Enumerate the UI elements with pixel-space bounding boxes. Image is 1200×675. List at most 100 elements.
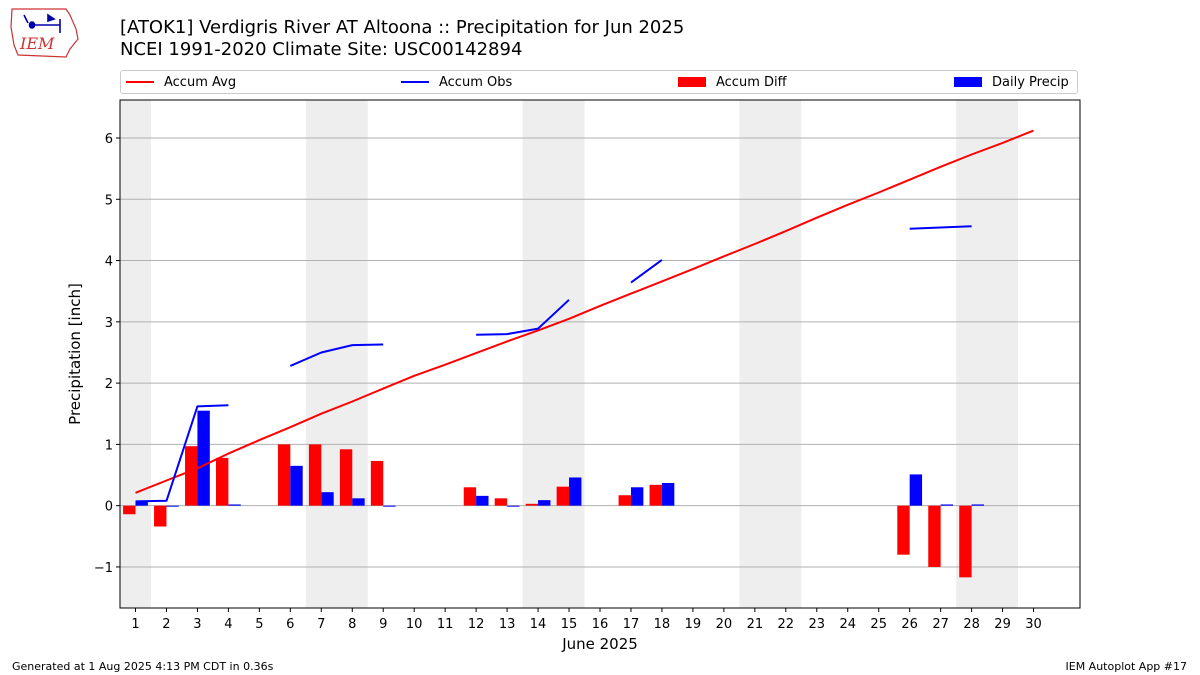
- daily-precip-bar-day-4: [228, 504, 241, 506]
- daily-precip-bar-day-7: [321, 492, 334, 506]
- accum-diff-bar-day-14: [525, 503, 539, 506]
- x-tick-label: 6: [286, 617, 294, 632]
- accum-diff-bar-day-4: [216, 457, 229, 506]
- daily-precip-bar-day-9: [383, 505, 396, 507]
- y-tick-label: 2: [105, 377, 113, 392]
- accum-diff-bar-day-2: [154, 505, 167, 527]
- x-tick-label: 9: [379, 617, 387, 632]
- accum-diff-bar-day-9: [370, 460, 384, 506]
- iowa-outline-shape: [10, 8, 79, 58]
- x-tick-label: 15: [561, 617, 578, 632]
- x-tick-label: 4: [224, 617, 232, 632]
- x-tick-label: 27: [932, 617, 949, 632]
- accum-avg-line-segment-1: [135, 129, 1034, 494]
- x-tick-label: 25: [870, 617, 887, 632]
- accum-obs-line-segment-4: [630, 259, 663, 284]
- weekend-shading-layer: [120, 100, 1019, 608]
- accum-diff-bar-day-28: [959, 505, 972, 578]
- chart-subtitle: NCEI 1991-2020 Climate Site: USC00142894: [120, 39, 523, 60]
- x-tick-label: 12: [468, 617, 485, 632]
- y-tick-label: 0: [105, 500, 113, 515]
- x-tick-label: 30: [1025, 617, 1042, 632]
- x-tick-label: 17: [623, 617, 640, 632]
- x-tick-label: 24: [839, 617, 856, 632]
- legend-label-accum-obs: Accum Obs: [439, 74, 513, 90]
- x-tick-label: 26: [901, 617, 918, 632]
- x-tick-label: 18: [654, 617, 671, 632]
- daily-precip-bar-day-18: [661, 482, 675, 506]
- daily-precip-bar-day-13: [507, 505, 520, 507]
- daily-precip-bar-day-8: [352, 498, 365, 506]
- legend-item-daily-precip: Daily Precip: [954, 71, 1069, 93]
- x-tick-label: 20: [716, 617, 733, 632]
- daily-precip-bar-day-27: [940, 504, 954, 506]
- legend-swatch-accum-diff: [678, 77, 706, 87]
- accum-obs-line-segment-3: [476, 299, 570, 336]
- chart-title: [ATOK1] Verdigris River AT Altoona :: Pr…: [120, 17, 685, 38]
- legend-item-accum-obs: Accum Obs: [401, 71, 512, 93]
- x-tick-label: 11: [437, 617, 454, 632]
- accum-obs-line-segment-2: [289, 343, 384, 367]
- x-tick-label: 29: [994, 617, 1011, 632]
- weekend-shade-2: [305, 100, 368, 608]
- accum-diff-bar-day-12: [463, 487, 477, 506]
- daily-precip-bar-day-3: [197, 410, 210, 506]
- daily-precip-bar-day-6: [290, 465, 303, 506]
- daily-precip-bar-day-15: [569, 477, 582, 506]
- footer-generated-text: Generated at 1 Aug 2025 4:13 PM CDT in 0…: [12, 660, 274, 673]
- weather-station-icon: [23, 13, 61, 33]
- footer-app-text: IEM Autoplot App #17: [1065, 660, 1188, 673]
- daily-precip-bar-day-1: [135, 501, 148, 506]
- x-tick-label: 22: [778, 617, 795, 632]
- accum-diff-bar-day-13: [494, 498, 508, 506]
- weekend-shade-3: [522, 100, 585, 608]
- x-tick-label: 10: [406, 617, 423, 632]
- legend: Accum Avg Accum Obs Accum Diff Daily Pre…: [120, 70, 1078, 94]
- y-tick-label: −1: [94, 561, 113, 576]
- y-tick-label: 5: [105, 193, 113, 208]
- accum-obs-line-segment-5: [909, 225, 972, 230]
- weekend-shade-4: [739, 100, 802, 608]
- legend-swatch-daily-precip: [954, 77, 982, 87]
- daily-precip-bar-day-2: [166, 505, 179, 507]
- accum-diff-bar-day-26: [897, 505, 910, 555]
- x-tick-label: 23: [809, 617, 826, 632]
- daily-precip-bar-day-14: [538, 500, 551, 506]
- x-tick-label: 8: [348, 617, 356, 632]
- accum-diff-bar-day-15: [556, 486, 570, 506]
- daily-precip-bar-day-12: [476, 495, 489, 506]
- accum-diff-bar-day-7: [308, 444, 322, 506]
- accum-diff-bar-day-17: [618, 495, 631, 506]
- x-tick-label: 28: [963, 617, 980, 632]
- accum-diff-bar-day-6: [277, 444, 291, 506]
- y-tick-label: 6: [105, 132, 113, 147]
- legend-swatch-accum-avg: [126, 81, 154, 83]
- iem-logo: IEM: [10, 8, 79, 58]
- legend-item-accum-diff: Accum Diff: [678, 71, 787, 93]
- lines-layer: [135, 129, 1034, 503]
- y-tick-label: 3: [105, 316, 113, 331]
- legend-swatch-accum-obs: [401, 81, 429, 83]
- x-tick-label: 16: [592, 617, 609, 632]
- y-axis-label: Precipitation [inch]: [66, 283, 84, 425]
- daily-precip-bar-day-28: [971, 504, 984, 506]
- legend-label-daily-precip: Daily Precip: [992, 74, 1069, 90]
- legend-item-accum-avg: Accum Avg: [126, 71, 236, 93]
- daily-precip-bar-day-26: [909, 474, 923, 506]
- x-tick-label: 3: [193, 617, 201, 632]
- accum-diff-bar-day-8: [339, 449, 353, 506]
- x-tick-label: 19: [685, 617, 702, 632]
- x-tick-label: 7: [317, 617, 325, 632]
- x-tick-label: 2: [162, 617, 170, 632]
- logo-text: IEM: [19, 34, 55, 53]
- accum-diff-bar-day-3: [185, 446, 198, 506]
- x-tick-label: 1: [131, 617, 139, 632]
- bars-layer: [123, 410, 984, 578]
- daily-precip-bar-day-17: [630, 487, 644, 506]
- accum-diff-bar-day-18: [649, 484, 662, 506]
- x-tick-label: 13: [499, 617, 516, 632]
- y-tick-label: 4: [105, 255, 113, 270]
- gridlines-layer: [120, 137, 1080, 568]
